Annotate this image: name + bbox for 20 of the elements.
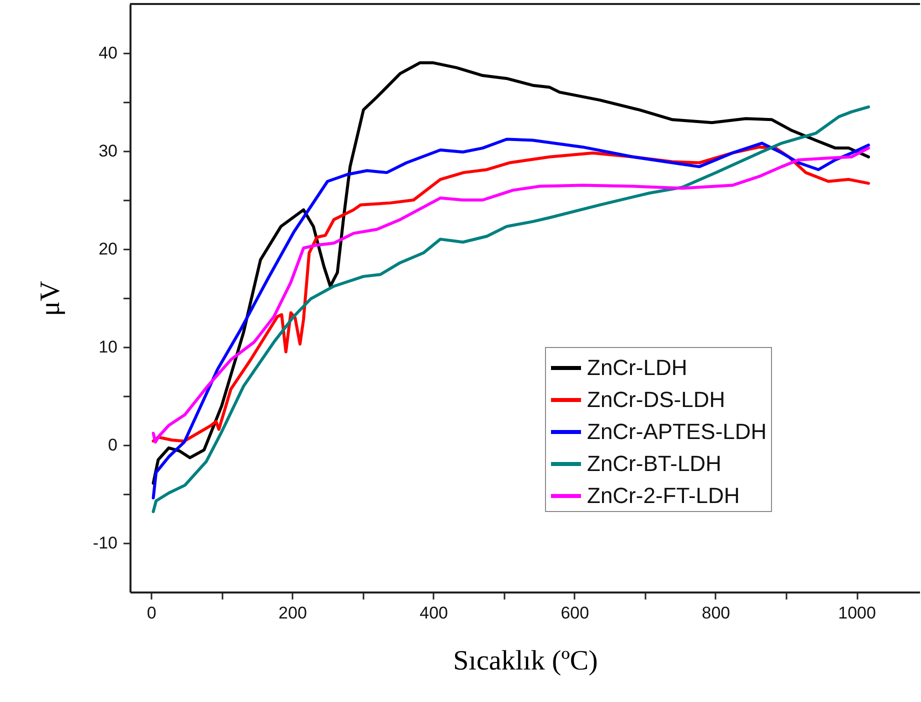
y-axis-title: μV	[34, 280, 66, 316]
y-tick-label: 40	[98, 44, 118, 62]
y-tick-label: 0	[108, 436, 118, 454]
x-tick-label: 200	[278, 604, 307, 622]
x-tick-label: 1000	[838, 604, 876, 622]
legend-label: ZnCr-DS-LDH	[587, 387, 726, 412]
y-tick-label: 10	[98, 338, 118, 356]
line-series	[152, 61, 870, 485]
legend-label: ZnCr-2-FT-LDH	[587, 483, 740, 508]
x-tick-label: 0	[146, 604, 156, 622]
legend-label: ZnCr-LDH	[587, 355, 688, 380]
y-tick-label: -10	[92, 534, 118, 552]
legend-label: ZnCr-APTES-LDH	[587, 419, 767, 444]
legend-label: ZnCr-BT-LDH	[587, 451, 722, 476]
x-tick-label: 600	[560, 604, 590, 622]
x-tick-label: 800	[702, 604, 730, 622]
y-tick-label: 20	[98, 240, 118, 258]
x-tick-label: 400	[420, 604, 448, 622]
x-axis-title: Sıcaklık (ºC)	[453, 646, 598, 676]
y-tick-label: 30	[98, 142, 118, 160]
